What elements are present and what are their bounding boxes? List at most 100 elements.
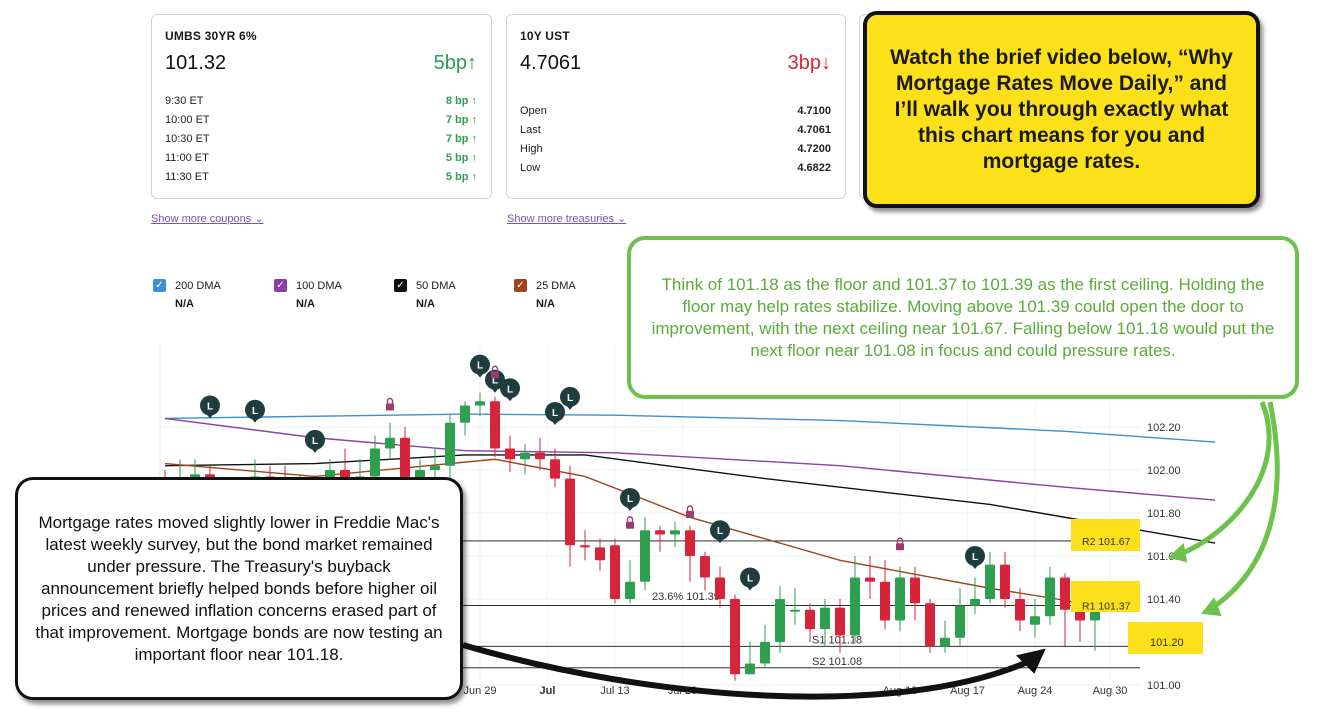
list-item: High 4.7200 bbox=[520, 143, 831, 162]
row-label: Last bbox=[520, 124, 541, 136]
candle-body bbox=[955, 605, 965, 638]
marker-pointer bbox=[566, 404, 574, 410]
x-tick-label: Aug 17 bbox=[950, 685, 985, 697]
candle bbox=[1090, 607, 1100, 651]
list-item: Low 4.6822 bbox=[520, 162, 831, 181]
candle bbox=[535, 437, 545, 470]
candle bbox=[445, 414, 455, 481]
row-value: 7 bp ↑ bbox=[445, 133, 477, 145]
lock-shackle bbox=[686, 505, 694, 511]
candle bbox=[460, 401, 470, 436]
candle bbox=[655, 525, 665, 552]
candle-body bbox=[715, 577, 725, 599]
checkbox-200-dma[interactable]: ✓ bbox=[153, 279, 166, 292]
candle-body bbox=[925, 603, 935, 647]
row-value: 4.6822 bbox=[797, 162, 831, 174]
video-callout: Watch the brief video below, “Why Mortga… bbox=[863, 11, 1260, 208]
marker-circle bbox=[305, 429, 325, 450]
marker-pointer bbox=[551, 419, 559, 425]
marker-circle bbox=[545, 401, 565, 422]
list-item: 11:00 ET 5 bp ↑ bbox=[165, 152, 477, 171]
row-value: 4.7200 bbox=[797, 143, 831, 155]
marker-label: L bbox=[747, 574, 753, 585]
lock-rate-marker: L bbox=[200, 395, 220, 419]
candle-body bbox=[865, 577, 875, 582]
candle-body bbox=[640, 530, 650, 582]
arrow-up-icon: ↑ bbox=[467, 52, 477, 74]
checkbox-25-dma[interactable]: ✓ bbox=[514, 279, 527, 292]
marker-circle bbox=[710, 520, 730, 541]
lock-shackle bbox=[626, 516, 634, 522]
umbs-title: UMBS 30YR 6% bbox=[165, 29, 257, 43]
row-value: 8 bp ↑ bbox=[445, 95, 477, 107]
series-line bbox=[164, 413, 1216, 443]
y-tick-label: 102.20 bbox=[1147, 422, 1181, 434]
candle bbox=[910, 566, 920, 621]
checkbox-100-dma[interactable]: ✓ bbox=[274, 279, 287, 292]
candle bbox=[595, 538, 605, 572]
candle bbox=[490, 396, 500, 458]
row-value: 4.7061 bbox=[797, 124, 831, 136]
lock-body bbox=[491, 371, 499, 379]
candle bbox=[985, 551, 995, 604]
ust-price: 4.7061 bbox=[520, 52, 582, 74]
tag-bg bbox=[1071, 581, 1140, 612]
marker-circle bbox=[470, 354, 490, 375]
candle-body bbox=[475, 401, 485, 406]
marker-pointer bbox=[506, 396, 514, 402]
row-label: Open bbox=[520, 105, 547, 117]
candle-body bbox=[1060, 577, 1070, 610]
lock-icon bbox=[896, 537, 904, 551]
level-label: S2 101.08 bbox=[812, 656, 862, 668]
lock-rate-marker: L bbox=[710, 520, 730, 544]
candle bbox=[550, 448, 560, 488]
x-tick-label: Aug 30 bbox=[1093, 685, 1128, 697]
row-value: 5 bp ↑ bbox=[445, 171, 477, 183]
dma-50-value: N/A bbox=[416, 298, 435, 310]
row-label: 11:30 ET bbox=[165, 171, 209, 183]
y-tick-label: 101.60 bbox=[1147, 551, 1181, 563]
list-item: Last 4.7061 bbox=[520, 124, 831, 143]
marker-label: L bbox=[252, 406, 258, 417]
candle-body bbox=[835, 607, 845, 636]
lock-rate-marker: L bbox=[545, 401, 565, 425]
candle-body bbox=[520, 452, 530, 460]
tag-label: R2 101.67 bbox=[1082, 536, 1131, 548]
marker-pointer bbox=[626, 505, 634, 511]
marker-label: L bbox=[492, 376, 498, 387]
candle-body bbox=[370, 448, 380, 477]
ust-card[interactable]: 10Y UST 4.7061 3bp↓ Open 4.7100 Last 4.706… bbox=[506, 14, 846, 199]
umbs-card[interactable]: UMBS 30YR 6% 101.32 5bp↑ 9:30 ET 8 bp ↑ 1… bbox=[151, 14, 492, 199]
y-tick-label: 101.80 bbox=[1147, 508, 1181, 520]
marker-pointer bbox=[311, 447, 319, 453]
lock-icon bbox=[626, 516, 634, 529]
ust-change-value: 3bp bbox=[787, 52, 821, 74]
candle-body bbox=[1045, 577, 1055, 617]
candle bbox=[895, 566, 905, 632]
y-tick-label: 101.00 bbox=[1147, 680, 1181, 692]
ust-change: 3bp↓ bbox=[788, 52, 831, 75]
candle-body bbox=[1000, 564, 1010, 599]
marker-circle bbox=[485, 369, 505, 390]
candle bbox=[700, 551, 710, 591]
candle bbox=[730, 594, 740, 681]
candle-body bbox=[895, 577, 905, 621]
ust-quote-list: Open 4.7100 Last 4.7061 High 4.7200 Low 4.68… bbox=[520, 105, 831, 181]
candle bbox=[1000, 551, 1010, 608]
candle bbox=[1030, 599, 1040, 638]
x-tick-label: Aug 10 bbox=[883, 685, 918, 697]
marker-label: L bbox=[207, 402, 213, 413]
row-label: High bbox=[520, 143, 543, 155]
candle-body bbox=[565, 478, 575, 546]
x-tick-label: Jul 13 bbox=[600, 685, 629, 697]
checkbox-50-dma[interactable]: ✓ bbox=[394, 279, 407, 292]
marker-circle bbox=[245, 399, 265, 420]
candle-body bbox=[730, 599, 740, 675]
candle bbox=[775, 586, 785, 653]
candle-body bbox=[700, 556, 710, 578]
show-more-coupons-link[interactable]: Show more coupons ⌄ bbox=[151, 212, 264, 225]
show-more-treasuries-link[interactable]: Show more treasuries ⌄ bbox=[507, 212, 626, 225]
list-item: Open 4.7100 bbox=[520, 105, 831, 124]
dma-200-value: N/A bbox=[175, 298, 194, 310]
tag-bg bbox=[1071, 519, 1140, 551]
